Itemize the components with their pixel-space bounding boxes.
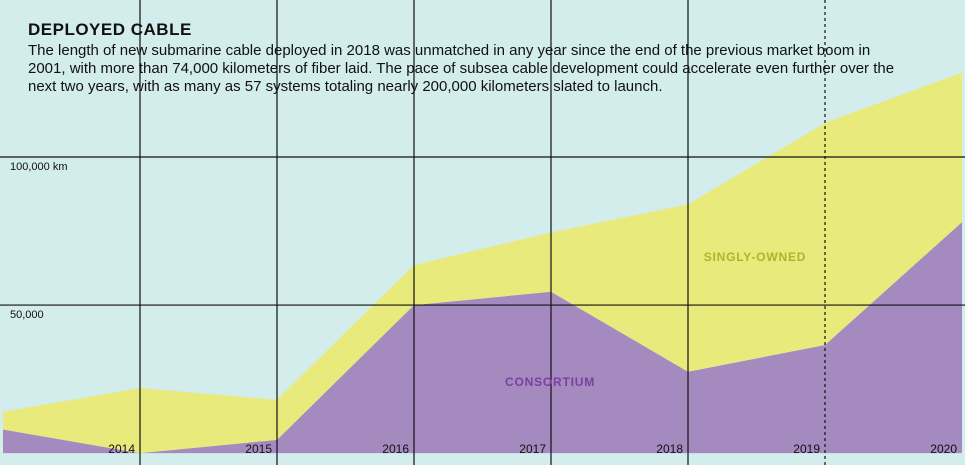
area <box>3 72 962 454</box>
chart-subtitle: The length of new submarine cable deploy… <box>28 42 895 95</box>
x-tick-label: 2016 <box>382 442 409 456</box>
series-label: SINGLY-OWNED <box>704 250 807 264</box>
x-tick-label: 2020 <box>930 442 957 456</box>
x-tick-label: 2014 <box>108 442 135 456</box>
area <box>3 222 962 454</box>
x-tick-label: 2019 <box>793 442 820 456</box>
chart-title: DEPLOYED CABLE <box>28 20 192 39</box>
x-tick-label: 2015 <box>245 442 272 456</box>
y-tick-label: 100,000 km <box>10 161 67 173</box>
header: DEPLOYED CABLE The length of new submari… <box>28 20 908 96</box>
x-tick-label: 2017 <box>519 442 546 456</box>
y-tick-label: 50,000 <box>10 309 44 321</box>
series-label: CONSORTIUM <box>505 375 595 389</box>
x-tick-label: 2018 <box>656 442 683 456</box>
